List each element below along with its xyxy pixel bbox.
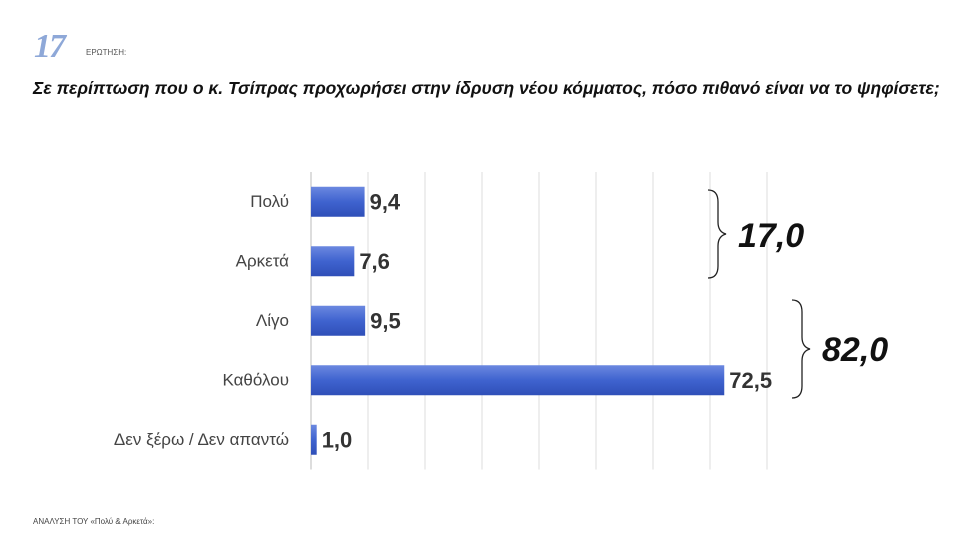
bar [311,305,366,336]
question-label: ΕΡΩΤΗΣΗ: [86,48,127,57]
bracket [791,299,811,399]
bracket [707,189,727,279]
chart: 17,0 82,0 Πολύ 9,4 Αρκετά 7,6 Λίγο 9,5 Καθόλου… [114,172,888,470]
annotation: 82,0 [822,331,888,369]
bar [311,246,355,277]
y-tick-label: Αρκετά [236,252,290,271]
value-label: 9,4 [370,190,401,215]
chart-title: Σε περίπτωση που ο κ. Τσίπρας προχωρήσει… [33,78,940,98]
bar [311,365,725,396]
y-tick-label: Λίγο [256,311,289,330]
bar [311,424,317,455]
value-label: 72,5 [729,368,772,393]
value-label: 1,0 [322,428,353,453]
footer: ΑΝΑΛΥΣΗ ΤΟΥ «Πολύ & Αρκετά»: [33,517,155,526]
value-label: 9,5 [370,309,401,334]
annotation: 17,0 [738,217,804,255]
question-number: 17 [34,28,66,65]
y-tick-label: Πολύ [250,192,289,211]
y-tick-label: Καθόλου [222,371,289,390]
y-tick-label: Δεν ξέρω / Δεν απαντώ [114,430,289,449]
value-label: 7,6 [359,249,390,274]
bar [311,186,365,217]
